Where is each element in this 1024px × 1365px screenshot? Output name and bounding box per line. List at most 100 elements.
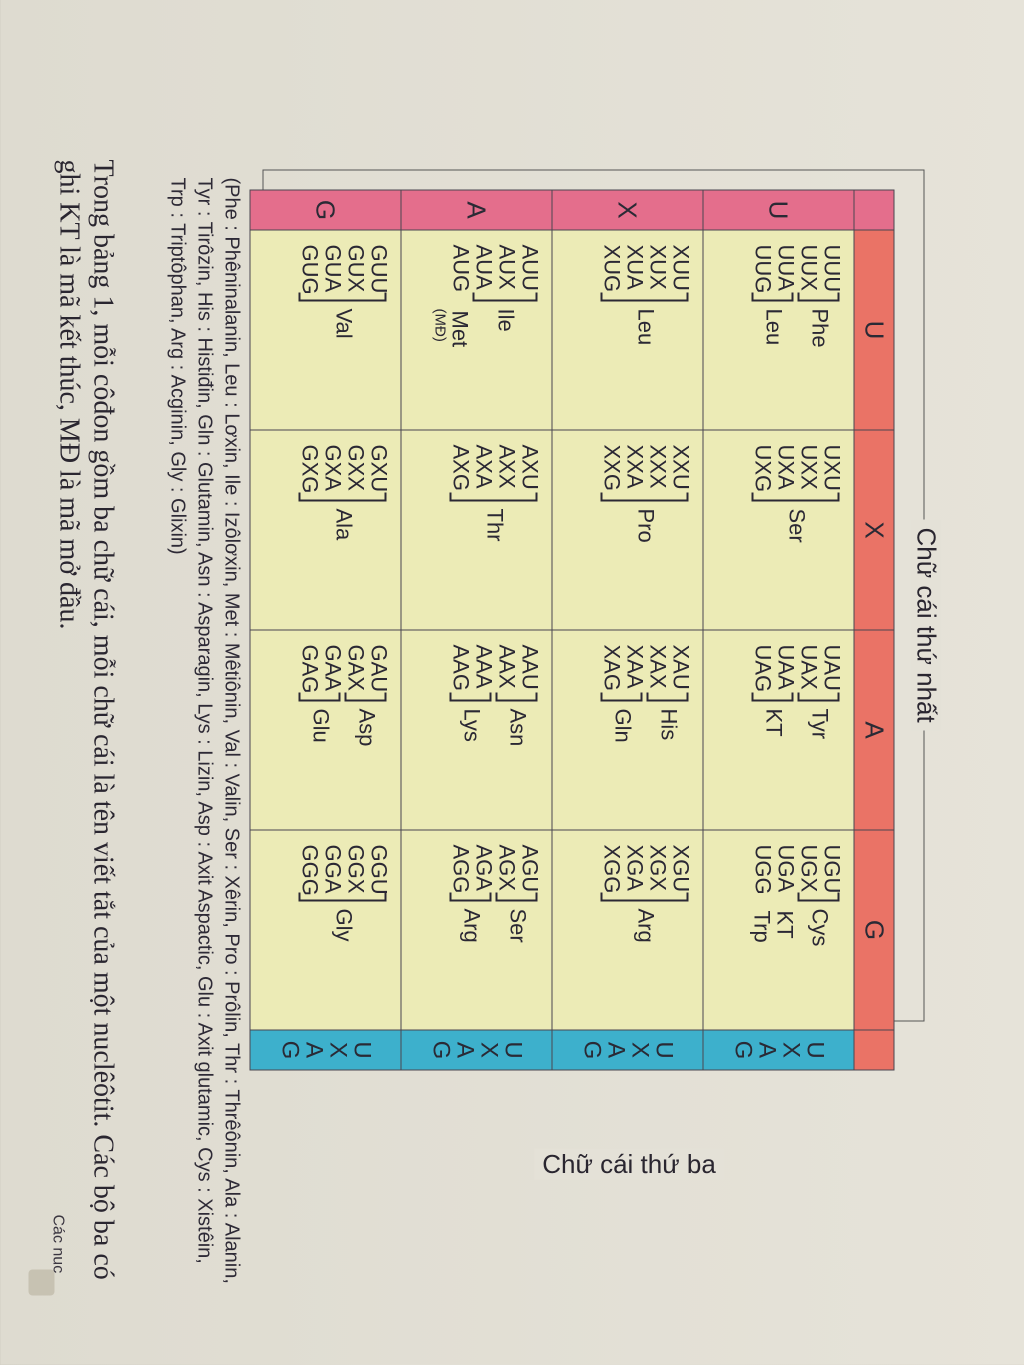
group-brace	[600, 692, 643, 702]
amino-acid-label: Glu	[308, 708, 334, 743]
codon-cell: AAU AAX AAA AAG Asn Lys	[401, 630, 552, 830]
corner-cell	[854, 1030, 894, 1070]
codon: XGG	[599, 844, 625, 894]
group-brace	[600, 492, 689, 502]
explanation-paragraph: Trong bảng 1, mỗi côđon gồm ba chữ cái, …	[53, 159, 119, 1280]
group-brace	[449, 892, 492, 902]
amino-acid-label: KT	[761, 708, 787, 737]
codon-list: XXU XXX XXA XXG	[600, 444, 694, 491]
group-brace	[495, 692, 538, 702]
codon: AGU	[517, 844, 543, 893]
codon-list: AAU AAX AAA AAG	[448, 644, 543, 691]
codon-cell: XXU XXX XXA XXG Pro	[552, 430, 703, 630]
codon-cell: UAU UAX UAA UAG Tyr KT	[703, 630, 854, 830]
group-brace	[298, 292, 387, 302]
third-letter: G	[427, 1040, 455, 1060]
codon: XAU	[668, 644, 694, 690]
codon: AXG	[448, 444, 474, 491]
third-letter: U	[650, 1041, 678, 1059]
second-letter-header: A	[854, 630, 894, 830]
group-brace	[298, 492, 387, 502]
codon: GXU	[366, 444, 392, 493]
amino-acid-label: Gly	[331, 908, 357, 942]
third-letter: U	[348, 1041, 376, 1059]
third-letter: G	[276, 1040, 304, 1060]
group-brace	[751, 292, 794, 302]
codon: XAX	[645, 644, 671, 689]
amino-acid-legend: (Phe : Phêninalanin, Leu : Lơxin, Ile : …	[166, 177, 243, 1284]
third-letter: X	[475, 1041, 503, 1058]
second-letter-header: U	[854, 230, 894, 430]
codon-list: GUU GUX GUA GUG	[298, 244, 392, 295]
codon-list: AXU AXX AXA AXG	[448, 444, 543, 491]
codon: UAG	[750, 644, 776, 693]
amino-acid-label: Leu	[633, 308, 659, 346]
codon: XUX	[645, 244, 671, 290]
codon-list: UGU UGX UGA UGG	[751, 844, 845, 895]
codon: UUA	[773, 244, 799, 291]
codon-list: GGU GGX GGA GGG	[297, 844, 392, 896]
first-letter-label: X	[552, 190, 703, 230]
third-letter: A	[451, 1041, 479, 1058]
codon: AAX	[494, 644, 520, 689]
codon-cell: UUU UUX UUA UUG Phe Leu	[703, 230, 854, 430]
codon: GUX	[343, 244, 369, 293]
amino-acid-label: Thr	[482, 508, 508, 542]
codon: GXA	[320, 444, 346, 491]
third-letter: A	[753, 1041, 781, 1058]
amino-acid-label: Gln	[610, 708, 636, 743]
start-codon-note: (MĐ)	[432, 308, 449, 342]
codon: XGU	[668, 844, 694, 893]
group-brace	[449, 492, 538, 502]
third-letter: X	[626, 1041, 654, 1058]
group-brace	[600, 892, 689, 902]
codon-cell: AUU AUX AUA AUG Ile Met (MĐ)	[401, 230, 552, 430]
codon-cell: AXU AXX AXA AXG Thr	[401, 430, 552, 630]
third-letter: G	[578, 1040, 606, 1060]
codon: GAU	[366, 644, 392, 693]
group-brace	[600, 292, 689, 302]
codon: XAG	[599, 644, 625, 691]
amino-acid-label: Ile	[494, 308, 519, 332]
codon: AAG	[448, 644, 474, 691]
amino-acid-label: Ser	[505, 908, 531, 943]
codon: AUX	[494, 244, 520, 290]
codon: AUU	[517, 244, 543, 291]
codon: AGA	[471, 844, 497, 891]
codon-list: GAU GAX GAA GAG	[298, 644, 392, 694]
group-brace	[449, 692, 492, 702]
codon-cell: UXU UXX UXA UXG Ser	[703, 430, 854, 630]
third-letter: X	[777, 1041, 805, 1058]
codon: GAA	[320, 644, 346, 691]
codon: XXA	[622, 444, 648, 489]
codon: AUA	[471, 244, 497, 290]
codon: UXX	[796, 444, 822, 490]
group-brace	[495, 892, 538, 902]
codon-list: UXU UXX UXA UXG	[751, 444, 845, 493]
group-brace	[646, 692, 689, 702]
codon: GGG	[297, 844, 323, 896]
codon: UUX	[796, 244, 822, 291]
codon: AAA	[471, 644, 497, 689]
third-letter: A	[300, 1041, 328, 1058]
codon: XGA	[622, 844, 648, 891]
codon: XUA	[622, 244, 648, 290]
codon: GGU	[366, 844, 392, 895]
codon-list: XAU XAX XAA XAG	[599, 644, 694, 691]
codon: XUU	[668, 244, 694, 291]
codon: UGU	[819, 844, 845, 894]
first-letter-axis-title: Chữ cái thứ nhất	[910, 519, 942, 731]
amino-acid-label: Met	[448, 310, 473, 348]
codon: GUU	[366, 244, 392, 294]
amino-acid-label: Cys	[807, 908, 833, 947]
amino-acid-label: Ser	[784, 508, 810, 543]
codon: AUG	[448, 244, 474, 293]
amino-acid-label: Arg	[633, 908, 659, 943]
bookmark-icon	[28, 1269, 55, 1296]
codon-list: UAU UAX UAA UAG	[750, 644, 845, 693]
codon-cell: AGU AGX AGA AGG Ser Arg	[401, 830, 552, 1030]
amino-acid-label: His	[656, 708, 682, 741]
codon-list: UUU UUX UUA UUG	[751, 244, 845, 294]
